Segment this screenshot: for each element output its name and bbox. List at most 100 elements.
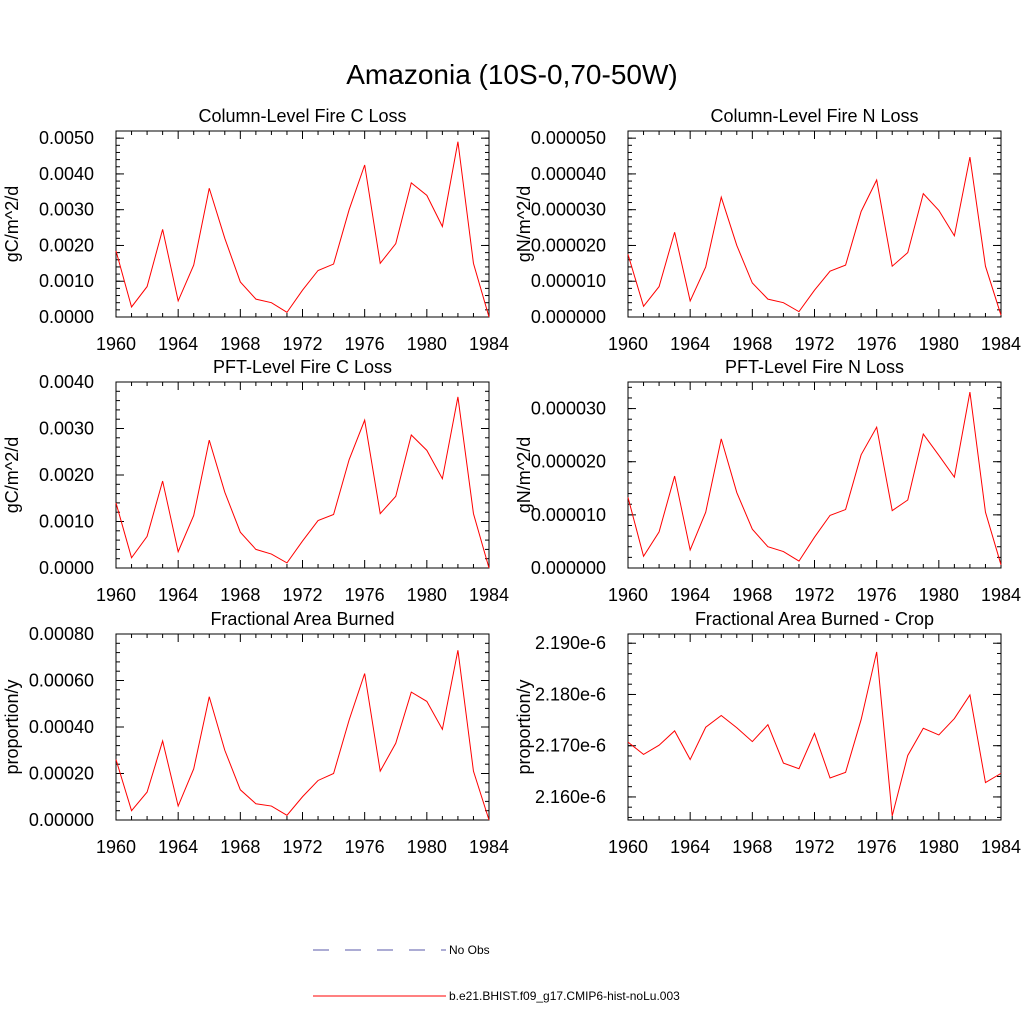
x-tick-label: 1972	[282, 837, 322, 857]
x-tick-label: 1964	[670, 334, 710, 354]
panels: Column-Level Fire C Loss gC/m^2/d 1960 1964…	[2, 106, 1021, 857]
y-tick-label: 0.000050	[531, 128, 606, 148]
x-tick-label: 1976	[857, 585, 897, 605]
x-tick-label: 1964	[158, 334, 198, 354]
x-tick-label: 1980	[919, 334, 959, 354]
y-axis-label: proportion/y	[2, 679, 22, 774]
x-tick-label: 1980	[919, 585, 959, 605]
y-axis-label: gC/m^2/d	[2, 186, 22, 262]
x-tick-label: 1976	[345, 585, 385, 605]
y-tick-label: 0.0010	[39, 271, 94, 291]
x-tick-label: 1964	[158, 585, 198, 605]
chart-panel-6: Fractional Area Burned - Crop proportion/…	[514, 609, 1021, 857]
series-line	[115, 650, 490, 821]
y-tick-label: 0.000040	[531, 164, 606, 184]
x-tick-label: 1984	[981, 585, 1021, 605]
y-tick-label: 0.0050	[39, 128, 94, 148]
y-tick-label: 0.0010	[39, 512, 94, 532]
x-tick-label: 1960	[608, 837, 648, 857]
x-tick-label: 1984	[469, 837, 509, 857]
series-line	[115, 141, 490, 318]
y-tick-label: 0.000030	[531, 399, 606, 419]
y-tick-label: 0.0040	[39, 164, 94, 184]
x-tick-label: 1980	[919, 837, 959, 857]
y-tick-label: 0.0020	[39, 235, 94, 255]
x-tick-label: 1960	[608, 334, 648, 354]
plot-frame	[115, 633, 490, 821]
series-line	[627, 392, 1002, 565]
y-axis-label: gN/m^2/d	[514, 186, 534, 262]
y-axis-label: proportion/y	[514, 679, 534, 774]
y-tick-label: 0.00040	[29, 717, 94, 737]
x-tick-label: 1980	[407, 585, 447, 605]
chart-panel-2: Column-Level Fire N Loss gN/m^2/d 1960 1964…	[514, 106, 1021, 354]
y-axis-label: gN/m^2/d	[514, 437, 534, 513]
series-line	[627, 651, 1002, 817]
panel-title: Column-Level Fire N Loss	[710, 106, 918, 126]
figure-title: Amazonia (10S-0,70-50W)	[346, 59, 677, 90]
plot-frame	[627, 381, 1002, 569]
y-tick-label: 0.000000	[531, 307, 606, 327]
panel-title: Fractional Area Burned	[210, 609, 394, 629]
y-tick-label: 0.00020	[29, 764, 94, 784]
x-tick-label: 1976	[345, 837, 385, 857]
panel-title: Fractional Area Burned - Crop	[695, 609, 934, 629]
legend: No Obs b.e21.BHIST.f09_g17.CMIP6-hist-noL…	[313, 943, 680, 1003]
y-tick-label: 0.00000	[29, 810, 94, 830]
plot-frame	[115, 381, 490, 569]
y-tick-label: 0.00060	[29, 671, 94, 691]
x-tick-label: 1972	[282, 585, 322, 605]
plot-frame	[627, 130, 1002, 318]
x-tick-label: 1984	[469, 334, 509, 354]
x-tick-label: 1980	[407, 334, 447, 354]
y-tick-label: 2.180e-6	[535, 684, 606, 704]
x-tick-label: 1960	[608, 585, 648, 605]
series-line	[627, 157, 1002, 316]
y-tick-label: 0.000010	[531, 271, 606, 291]
x-tick-label: 1968	[220, 334, 260, 354]
x-tick-label: 1968	[220, 837, 260, 857]
y-tick-label: 0.0030	[39, 419, 94, 439]
chart-panel-5: Fractional Area Burned proportion/y 1960 19…	[2, 609, 509, 857]
y-tick-label: 0.0020	[39, 465, 94, 485]
plot-frame	[115, 130, 490, 318]
panel-title: Column-Level Fire C Loss	[198, 106, 406, 126]
y-tick-label: 2.170e-6	[535, 736, 606, 756]
panel-title: PFT-Level Fire N Loss	[725, 357, 904, 377]
series-line	[115, 396, 490, 569]
x-tick-label: 1984	[981, 837, 1021, 857]
chart-panel-1: Column-Level Fire C Loss gC/m^2/d 1960 1964…	[2, 106, 509, 354]
x-tick-label: 1960	[96, 334, 136, 354]
plot-frame	[627, 633, 1002, 821]
legend-label: b.e21.BHIST.f09_g17.CMIP6-hist-noLu.003	[449, 989, 680, 1003]
x-tick-label: 1976	[345, 334, 385, 354]
x-tick-label: 1968	[732, 585, 772, 605]
x-tick-label: 1968	[732, 334, 772, 354]
x-tick-label: 1980	[407, 837, 447, 857]
panel-title: PFT-Level Fire C Loss	[213, 357, 392, 377]
x-tick-label: 1964	[670, 837, 710, 857]
x-tick-label: 1984	[981, 334, 1021, 354]
x-tick-label: 1972	[794, 585, 834, 605]
y-tick-label: 0.0000	[39, 307, 94, 327]
y-tick-label: 2.160e-6	[535, 787, 606, 807]
x-tick-label: 1968	[732, 837, 772, 857]
x-tick-label: 1976	[857, 837, 897, 857]
y-tick-label: 0.000030	[531, 200, 606, 220]
y-tick-label: 0.00080	[29, 624, 94, 644]
x-tick-label: 1984	[469, 585, 509, 605]
y-tick-label: 0.000000	[531, 558, 606, 578]
x-tick-label: 1976	[857, 334, 897, 354]
y-axis-label: gC/m^2/d	[2, 437, 22, 513]
x-tick-label: 1972	[794, 837, 834, 857]
y-tick-label: 0.000010	[531, 505, 606, 525]
legend-label: No Obs	[449, 943, 490, 957]
x-tick-label: 1968	[220, 585, 260, 605]
chart-panel-3: PFT-Level Fire C Loss gC/m^2/d 1960 1964 196…	[2, 357, 509, 605]
y-tick-label: 0.000020	[531, 235, 606, 255]
y-tick-label: 0.0040	[39, 372, 94, 392]
x-tick-label: 1972	[794, 334, 834, 354]
chart-panel-4: PFT-Level Fire N Loss gN/m^2/d 1960 1964 196…	[514, 357, 1021, 605]
x-tick-label: 1960	[96, 837, 136, 857]
